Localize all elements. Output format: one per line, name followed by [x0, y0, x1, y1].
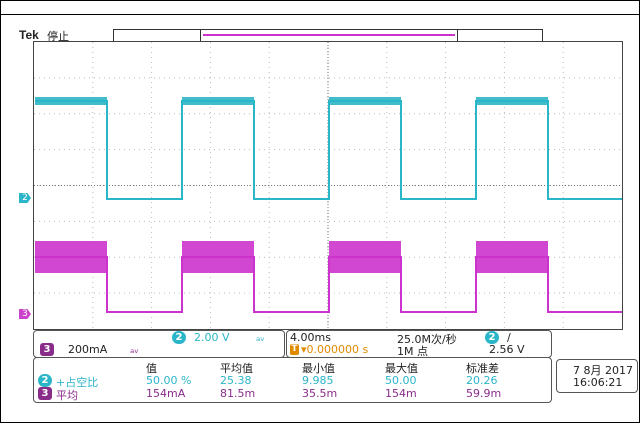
meas-row2-max: 154m	[385, 387, 417, 400]
time-label: 16:06:21	[573, 376, 622, 389]
trigger-level: 2.56 V	[489, 343, 525, 356]
meas-row2-value: 154mA	[146, 387, 185, 400]
waveform-svg	[34, 42, 622, 329]
timebase-panel[interactable]: 4.00ms 25.0M次/秒 2 ∕ T ▾0.000000 s 1M 点 2…	[286, 330, 552, 358]
ch2-waveform-noise-band	[182, 97, 254, 105]
ch3-waveform-noise-band	[329, 241, 401, 273]
ch2-waveform-noise-band	[476, 97, 548, 105]
meas-row1-ch-badge: 2	[38, 374, 52, 387]
ch3-coupling-icon: ₐᵥ	[130, 343, 139, 356]
meas-row1-mean: 25.38	[220, 374, 252, 387]
ch2-coupling-icon: ₐᵥ	[256, 331, 265, 344]
datetime-box: 7 8月 2017 16:06:21	[556, 359, 638, 393]
meas-row2-name: 平均	[56, 387, 78, 403]
meas-row2-mean: 81.5m	[220, 387, 255, 400]
ch3-badge: 3	[40, 343, 54, 356]
ch2-waveform-noise-band	[35, 97, 107, 105]
waveform-display[interactable]	[33, 41, 623, 330]
meas-row1-value: 50.00 %	[146, 374, 191, 387]
meas-row2-min: 35.5m	[302, 387, 337, 400]
ch2-badge: 2	[172, 331, 186, 344]
ch3-waveform-noise-band	[182, 241, 254, 273]
top-divider	[0, 14, 640, 15]
ch2-waveform-noise-band	[329, 97, 401, 105]
ch2-scale: 2.00 V	[194, 331, 230, 344]
ch3-waveform-noise-band	[35, 241, 107, 273]
ch2-waveform	[35, 101, 622, 199]
brand-logo: Tek	[19, 28, 39, 42]
meas-row2-ch-badge: 3	[38, 387, 52, 400]
ch3-scale: 200mA	[68, 343, 107, 356]
meas-row1-min: 9.985	[302, 374, 334, 387]
ch3-waveform-noise-band	[476, 241, 548, 273]
meas-row2-stddev: 59.9m	[466, 387, 501, 400]
trigger-delay-icon: T	[290, 344, 299, 355]
channel-panel[interactable]: 2 2.00 V ₐᵥ 3 200mA ₐᵥ	[33, 330, 285, 358]
meas-row1-max: 50.00	[385, 374, 417, 387]
meas-row1-stddev: 20.26	[466, 374, 498, 387]
trigger-delay: ▾0.000000 s	[301, 343, 368, 356]
measurements-panel[interactable]: 值 平均值 最小值 最大值 标准差 2 +占空比 50.00 % 25.38 9…	[33, 357, 552, 403]
